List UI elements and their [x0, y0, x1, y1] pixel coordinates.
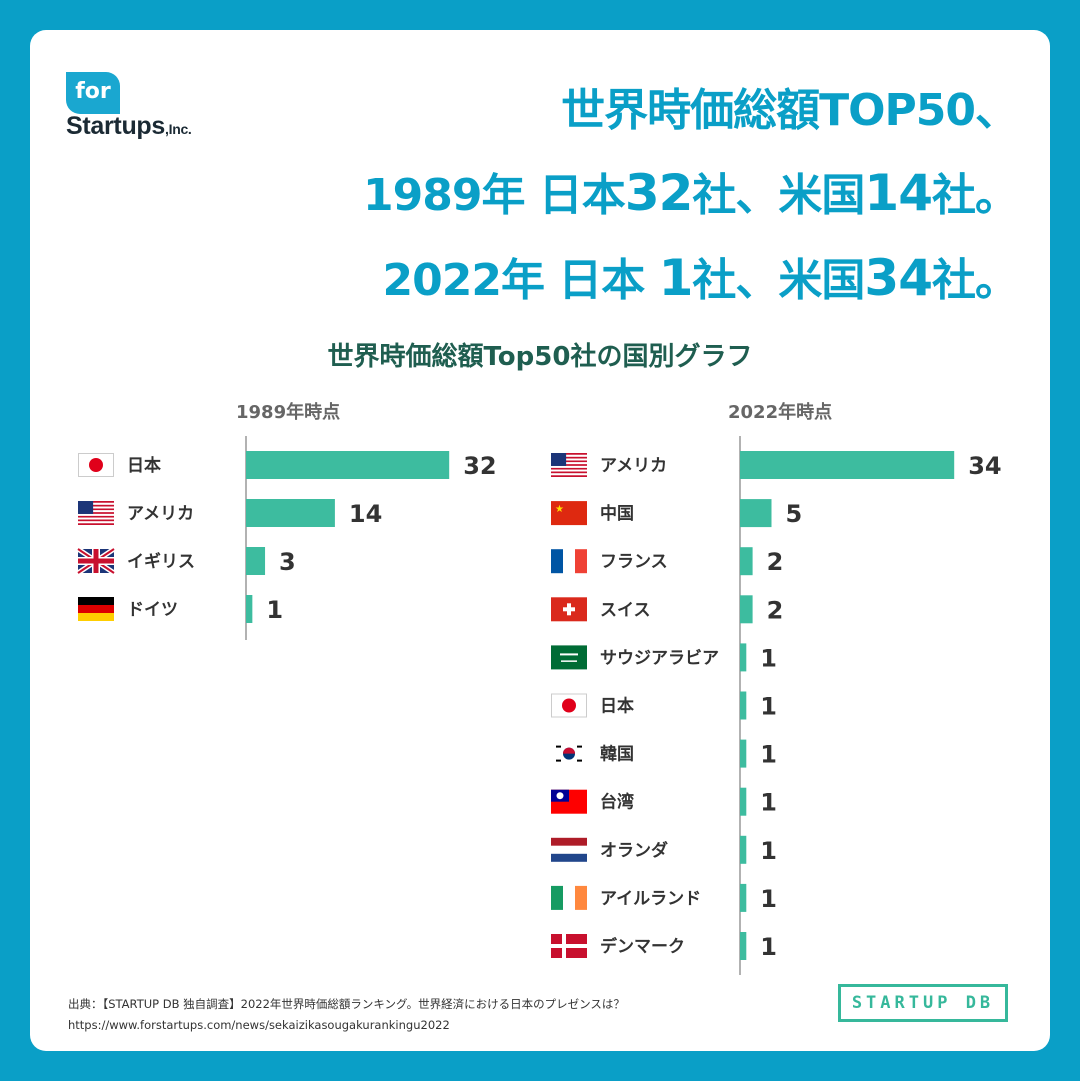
- category-label: ドイツ: [127, 600, 178, 620]
- hl2-mid: 社、米国: [692, 170, 865, 221]
- value-label: 34: [968, 452, 1001, 480]
- logo-name: Startups,Inc.: [66, 112, 192, 141]
- hl2-prefix: 1989年 日本: [363, 170, 626, 221]
- headline-line-1-text: 世界時価総額TOP50、: [561, 85, 1019, 136]
- forstartups-logo: for Startups,Inc.: [66, 72, 192, 141]
- value-label: 3: [279, 548, 296, 576]
- value-label: 1: [760, 693, 777, 721]
- switzerland-flag-icon: [551, 597, 587, 622]
- headline-line-3: 2022年 日本 1社、米国34社。: [278, 237, 1020, 322]
- category-label: アイルランド: [600, 889, 701, 909]
- category-label: アメリカ: [127, 504, 194, 524]
- value-label: 2: [767, 596, 784, 624]
- ireland-flag-icon: [551, 885, 587, 910]
- taiwan-flag-icon: [551, 789, 587, 814]
- category-label: デンマーク: [600, 936, 685, 957]
- saudi-arabia-flag-icon: [551, 645, 587, 670]
- source-line-1: 出典：【STARTUP DB 独自調査】2022年世界時価総額ランキング。世界経…: [68, 997, 625, 1011]
- bar: [246, 499, 335, 527]
- hl2-suffix: 社。: [932, 170, 1019, 221]
- card: [30, 30, 1050, 1051]
- uk-flag-icon: [76, 546, 116, 576]
- bar: [246, 547, 266, 575]
- logo-suffix: ,Inc.: [165, 121, 192, 137]
- value-label: 1: [760, 837, 777, 865]
- germany-flag-icon: [78, 597, 114, 621]
- bar: [740, 883, 747, 912]
- china-flag-icon: ★: [551, 501, 587, 526]
- value-label: 1: [760, 741, 777, 769]
- usa-flag-icon: [78, 501, 114, 525]
- category-label: 台湾: [600, 792, 634, 813]
- category-label: 日本: [127, 455, 161, 476]
- bar: [246, 451, 450, 479]
- svg-text:★: ★: [555, 504, 564, 515]
- value-label: 1: [266, 596, 283, 624]
- startup-db-logo: STARTUP DB: [838, 984, 1008, 1022]
- value-label: 5: [786, 500, 803, 528]
- value-label: 2: [767, 548, 784, 576]
- chart-1989: 日本 32 アメリカ 14 イギリス 3 ドイツ 1: [76, 436, 497, 640]
- bar: [740, 835, 747, 864]
- france-flag-icon: [551, 549, 587, 574]
- value-label: 1: [760, 933, 777, 961]
- netherlands-flag-icon: [551, 837, 587, 862]
- hl3-suffix: 社。: [932, 255, 1019, 306]
- category-label: 韓国: [600, 744, 634, 765]
- headline-line-1: 世界時価総額TOP50、: [278, 70, 1019, 152]
- hl2-num1: 32: [624, 164, 694, 222]
- category-label: 日本: [600, 696, 634, 717]
- hl2-num2: 14: [864, 164, 933, 222]
- bar: [740, 691, 747, 720]
- japan-flag-icon: [78, 453, 114, 477]
- category-label: オランダ: [600, 840, 668, 861]
- source-url: https://www.forstartups.com/news/sekaizi…: [68, 1018, 450, 1032]
- category-label: イギリス: [127, 552, 195, 572]
- category-label: 中国: [600, 503, 634, 524]
- headline-line-2: 1989年 日本32社、米国14社。: [278, 152, 1019, 237]
- value-label: 14: [349, 500, 382, 528]
- category-label: アメリカ: [600, 456, 667, 476]
- bar: [740, 451, 955, 479]
- usa-flag-icon: [551, 453, 587, 477]
- value-label: 32: [463, 452, 496, 480]
- logo-badge: for: [66, 72, 120, 114]
- chart-1989-title: 1989年時点: [236, 402, 341, 423]
- value-label: 1: [760, 789, 777, 817]
- chart-title: 世界時価総額Top50社の国別グラフ: [327, 342, 753, 372]
- hl3-num2: 34: [864, 249, 933, 307]
- bar: [740, 787, 747, 816]
- logo-name-text: Startups: [66, 112, 166, 140]
- bar: [246, 595, 253, 623]
- bar: [740, 643, 747, 672]
- value-label: 1: [760, 644, 777, 672]
- bar: [740, 932, 747, 960]
- headline: 世界時価総額TOP50、 1989年 日本32社、米国14社。 2022年 日本…: [278, 70, 1020, 322]
- bar: [740, 739, 747, 768]
- hl3-prefix: 2022年 日本: [382, 255, 659, 306]
- hl3-mid: 社、米国: [692, 255, 865, 306]
- bar: [740, 499, 772, 528]
- denmark-flag-icon: [551, 934, 587, 958]
- korea-flag-icon: [551, 741, 587, 766]
- japan-flag-icon: [551, 693, 587, 718]
- hl3-num1: 1: [658, 249, 694, 307]
- value-label: 1: [760, 885, 777, 913]
- bar: [740, 547, 753, 576]
- source-note: 出典：【STARTUP DB 独自調査】2022年世界時価総額ランキング。世界経…: [68, 994, 625, 1036]
- category-label: フランス: [600, 552, 668, 572]
- chart-2022: アメリカ 34 ★ 中国 5 フランス 2 スイス 2 サウジアラビア 1 日本 1 韓国 1 台湾 1 オランダ…: [551, 436, 1002, 975]
- chart-2022-title: 2022年時点: [728, 402, 833, 423]
- category-label: サウジアラビア: [600, 648, 719, 668]
- bar: [740, 595, 753, 624]
- category-label: スイス: [600, 600, 651, 620]
